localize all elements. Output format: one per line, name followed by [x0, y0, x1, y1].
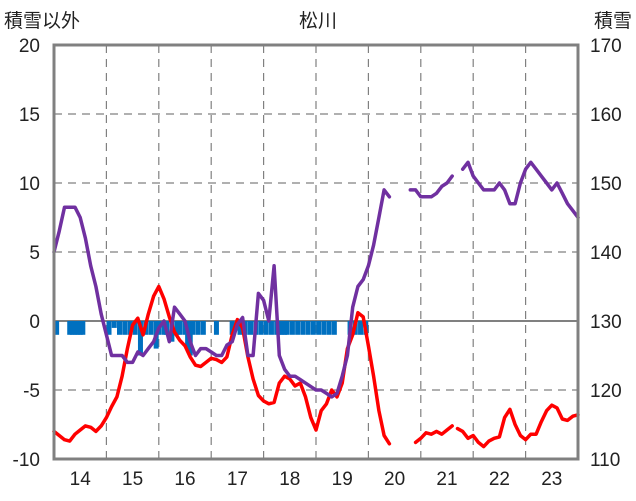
- blue-bar: [75, 321, 81, 335]
- blue-bar: [80, 321, 86, 335]
- x-tick-labels: 14 15 16 17 18 19 20 21 22 23: [70, 469, 563, 490]
- red-line-segment: [52, 284, 392, 446]
- purple-line-segment: [460, 160, 580, 220]
- right-y-tick-label: 170: [590, 36, 622, 57]
- blue-bar: [127, 321, 133, 335]
- blue-bar: [67, 321, 73, 335]
- blue-bar: [195, 321, 201, 335]
- blue-bar: [300, 321, 306, 335]
- left-y-tick-label: 20: [19, 36, 40, 57]
- right-y-tick-label: 150: [590, 174, 622, 195]
- blue-bar: [358, 321, 364, 335]
- x-tick-label: 15: [122, 469, 143, 490]
- blue-bar: [331, 321, 337, 335]
- x-tick-label: 22: [489, 469, 510, 490]
- left-y-tick-label: 5: [29, 243, 40, 264]
- blue-bar: [279, 321, 285, 335]
- left-y-tick-labels: 20 15 10 5 0 -5 -10: [13, 36, 40, 471]
- left-y-tick-label: 10: [19, 174, 40, 195]
- blue-bar: [106, 321, 112, 335]
- blue-bar: [117, 321, 122, 335]
- blue-bar: [190, 321, 196, 335]
- blue-bar: [111, 321, 117, 328]
- x-tick-label: 19: [332, 469, 353, 490]
- plot-area-frame: [52, 43, 580, 461]
- left-y-tick-label: -5: [23, 381, 40, 402]
- chart-title: 松川: [299, 10, 337, 32]
- blue-bar: [284, 321, 290, 335]
- left-axis-title: 積雪以外: [4, 10, 80, 32]
- blue-bar: [200, 321, 206, 335]
- x-tick-label: 20: [384, 469, 405, 490]
- blue-bar: [263, 321, 269, 335]
- purple-line-segment: [408, 174, 454, 199]
- blue-bar: [295, 321, 301, 335]
- right-y-tick-labels: 170 160 150 140 130 120 110: [590, 36, 622, 471]
- x-tick-label: 17: [227, 469, 248, 490]
- blue-bar: [213, 321, 219, 335]
- blue-bar: [137, 321, 143, 356]
- blue-bar: [132, 321, 138, 335]
- x-tick-label: 16: [174, 469, 195, 490]
- blue-bar: [54, 321, 60, 335]
- blue-bar: [69, 321, 75, 335]
- right-y-tick-label: 130: [590, 312, 622, 333]
- blue-bar: [77, 321, 83, 335]
- right-y-tick-label: 140: [590, 243, 622, 264]
- blue-bar: [321, 321, 327, 335]
- x-tick-label: 14: [70, 469, 92, 490]
- blue-bar: [174, 321, 180, 335]
- red-line-segment: [413, 424, 454, 445]
- blue-bar: [248, 321, 253, 335]
- blue-bar: [305, 321, 311, 335]
- red-line-segment: [455, 403, 580, 449]
- x-tick-label: 21: [436, 469, 457, 490]
- right-y-tick-label: 110: [590, 450, 620, 471]
- x-tick-label: 23: [541, 469, 562, 490]
- purple-line-segment: [52, 188, 392, 399]
- line-series-group: [52, 160, 580, 449]
- left-y-tick-label: -10: [13, 450, 40, 471]
- right-y-tick-label: 120: [590, 381, 622, 402]
- grid-lines: [54, 45, 578, 459]
- blue-bar: [177, 321, 183, 335]
- right-y-tick-label: 160: [590, 105, 622, 126]
- blue-bar: [72, 321, 78, 335]
- x-tick-label: 18: [279, 469, 300, 490]
- blue-bar: [289, 321, 295, 335]
- left-y-tick-label: 0: [29, 312, 40, 333]
- blue-bar: [237, 321, 243, 335]
- blue-bar: [326, 321, 332, 335]
- blue-bar: [282, 321, 288, 335]
- blue-bar: [229, 321, 235, 335]
- blue-bar: [316, 321, 322, 335]
- blue-bar: [148, 321, 154, 335]
- blue-bar: [268, 321, 274, 335]
- left-y-tick-label: 15: [19, 105, 40, 126]
- blue-bar: [258, 321, 264, 335]
- blue-bar: [122, 321, 128, 335]
- blue-bar: [310, 321, 316, 335]
- right-axis-title: 積雪: [594, 10, 632, 32]
